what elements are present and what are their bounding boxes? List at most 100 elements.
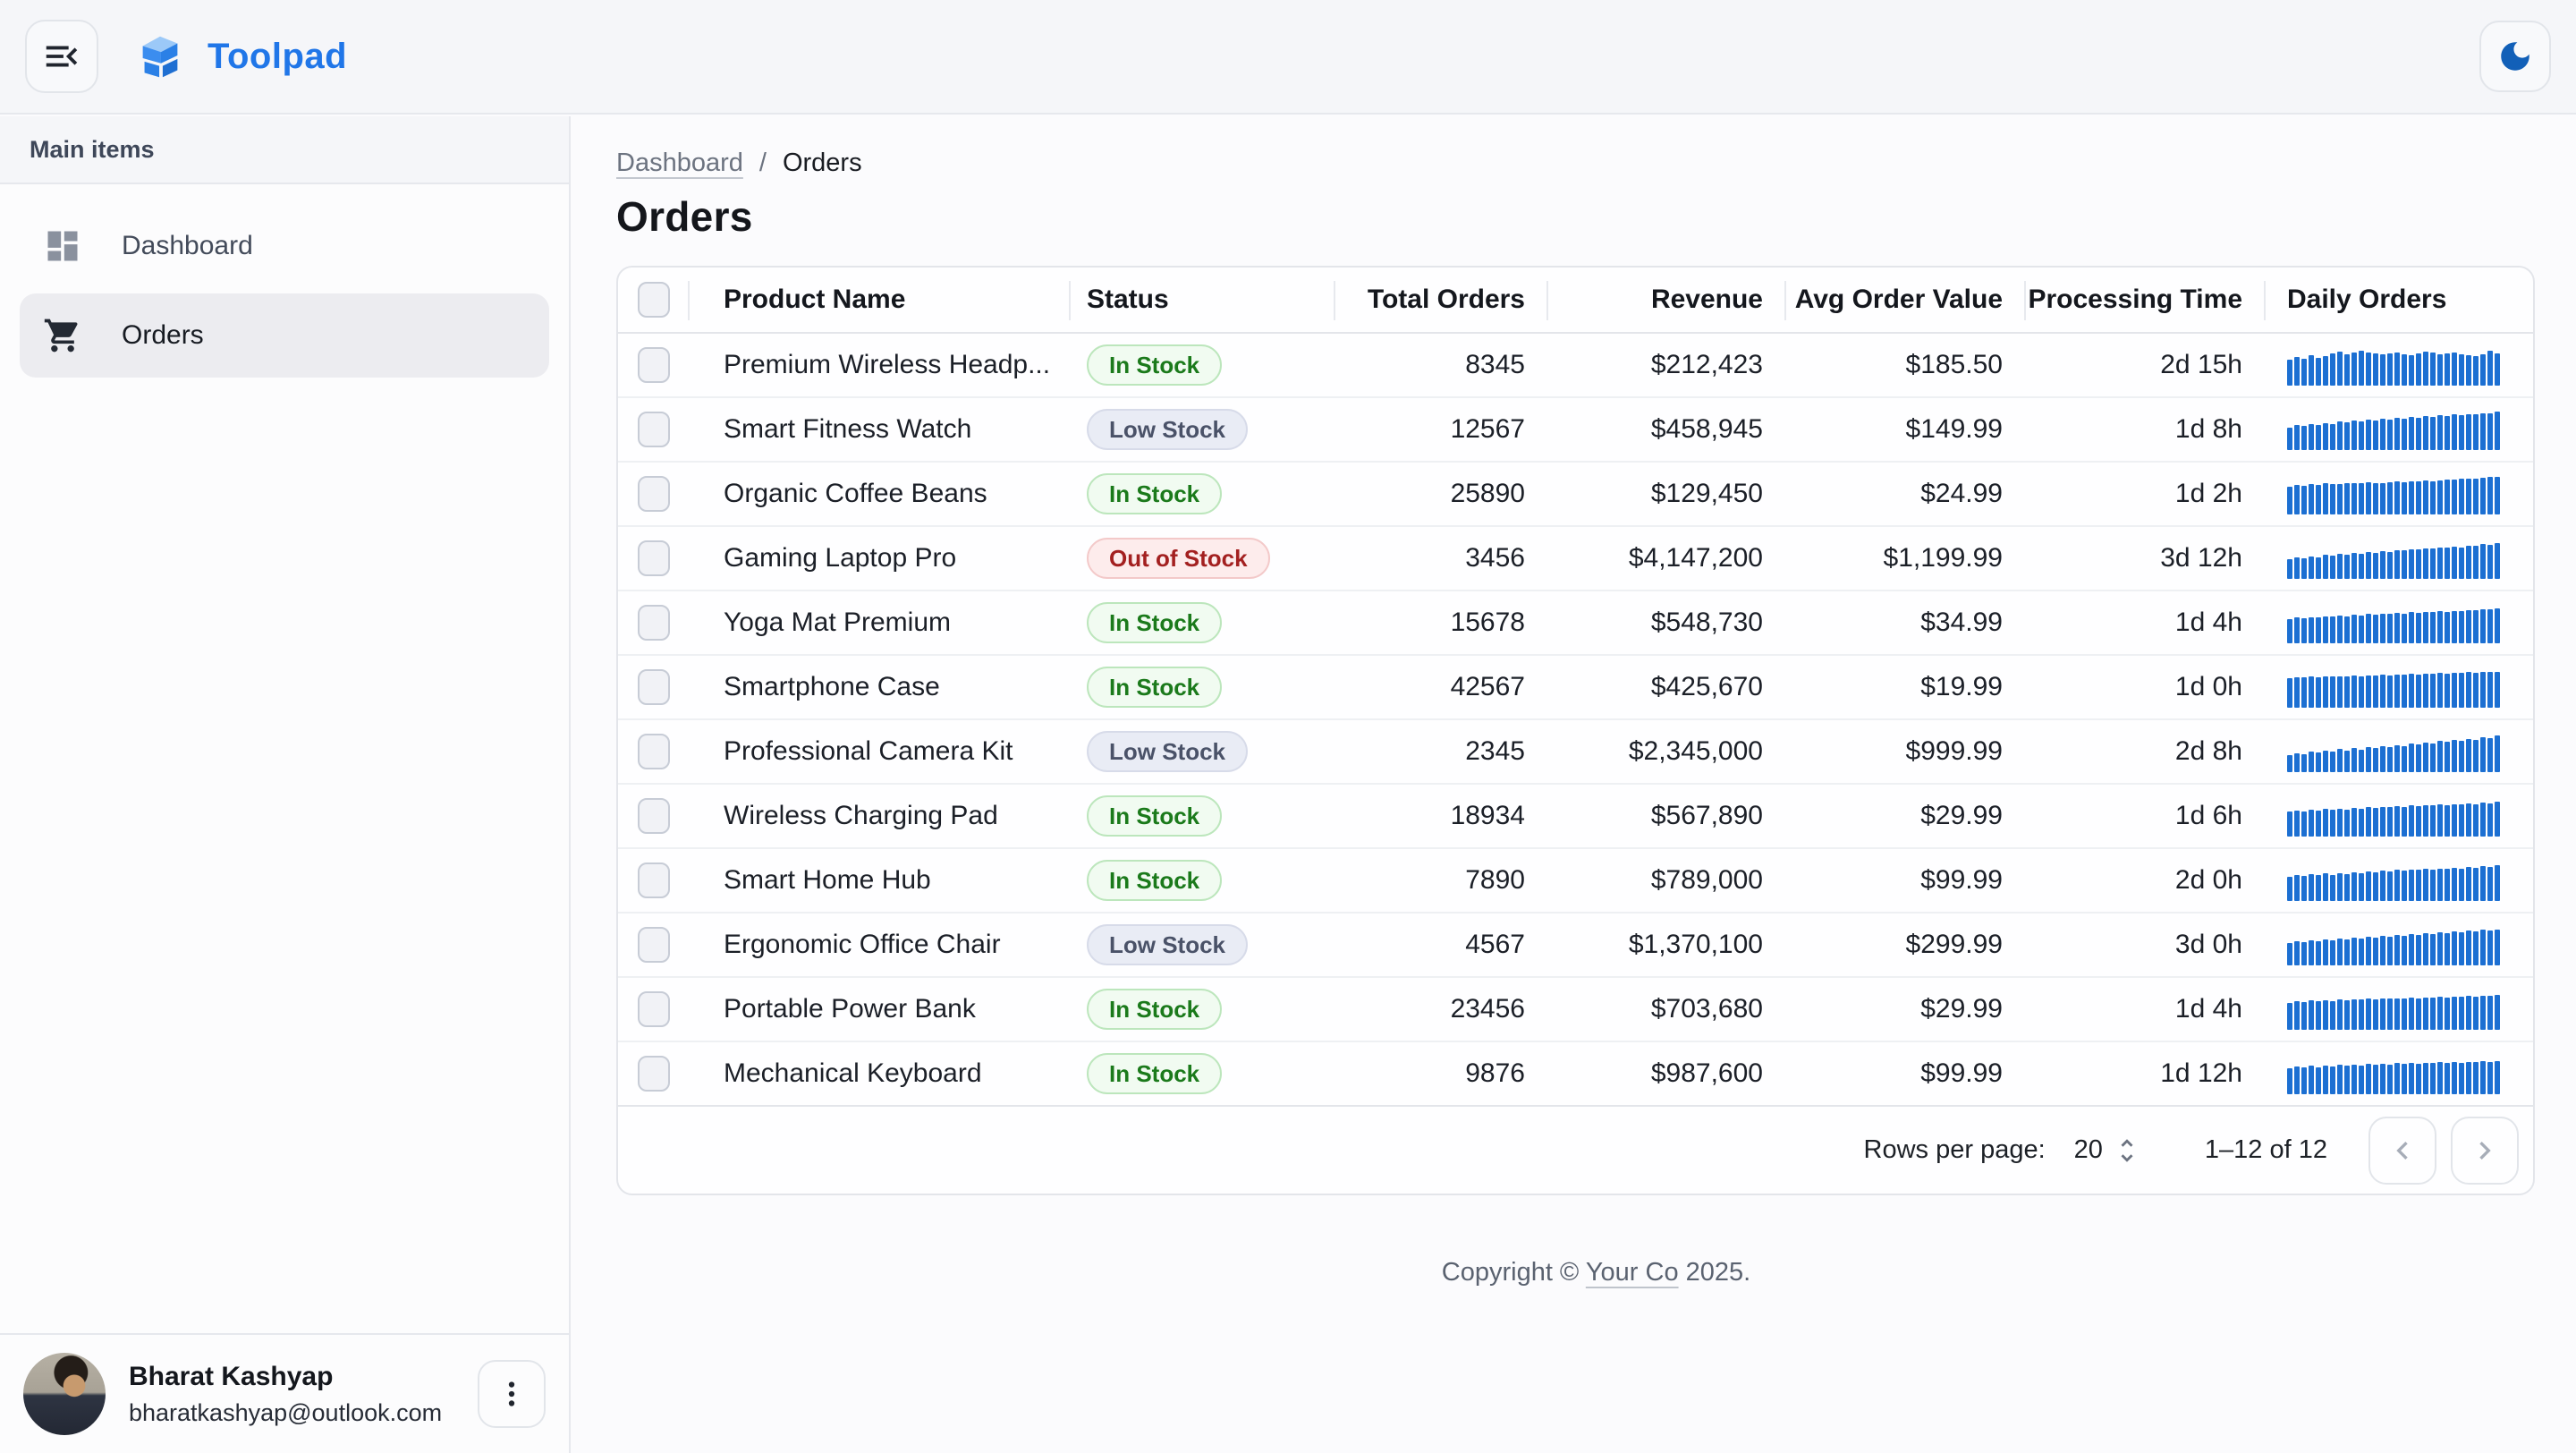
table-row[interactable]: Portable Power Bank In Stock 23456 $703,680… [618,978,2533,1042]
column-header-processing_time[interactable]: Processing Time [2026,268,2266,332]
row-checkbox-cell [618,991,690,1027]
cell-product-name: Professional Camera Kit [724,736,1013,766]
row-checkbox[interactable] [638,734,670,769]
cell-total-orders: 25890 [1450,479,1525,508]
row-checkbox-cell [618,605,690,641]
header-checkbox-cell [618,268,690,332]
table-row[interactable]: Ergonomic Office Chair Low Stock 4567 $1,37… [618,913,2533,978]
dark-mode-toggle[interactable] [2479,21,2551,92]
sidebar-item-orders[interactable]: Orders [20,293,549,378]
cell-total-orders: 9876 [1465,1058,1525,1088]
breadcrumb: Dashboard / Orders [616,149,2576,178]
column-header-status[interactable]: Status [1071,268,1335,332]
table-row[interactable]: Gaming Laptop Pro Out of Stock 3456 $4,147,… [618,527,2533,591]
row-checkbox[interactable] [638,862,670,898]
table-row[interactable]: Wireless Charging Pad In Stock 18934 $567,8… [618,785,2533,849]
table-row[interactable]: Yoga Mat Premium In Stock 15678 $548,730 $34… [618,591,2533,656]
cell-revenue: $2,345,000 [1628,736,1763,766]
cell-total-orders: 3456 [1465,543,1525,573]
row-checkbox[interactable] [638,1056,670,1092]
cell-processing-time: 2d 0h [2174,865,2242,895]
page-title: Orders [616,193,753,240]
cell-total-orders: 8345 [1465,350,1525,379]
cell-daily-orders [2266,924,2533,965]
column-header-total_orders[interactable]: Total Orders [1335,268,1548,332]
menu-open-icon [41,36,82,77]
row-checkbox[interactable] [638,540,670,576]
column-header-product[interactable]: Product Name [690,268,1071,332]
rows-per-page-select[interactable]: 20 [2074,1135,2142,1166]
column-header-avg_order_value[interactable]: Avg Order Value [1786,268,2026,332]
row-checkbox-cell [618,927,690,963]
cell-avg-order-value: $19.99 [1920,672,2003,701]
app-bar: Toolpad [0,0,2576,115]
breadcrumb-link-dashboard[interactable]: Dashboard [616,149,743,177]
table-row[interactable]: Professional Camera Kit Low Stock 2345 $2,3… [618,720,2533,785]
select-all-checkbox[interactable] [638,282,670,318]
status-badge: Low Stock [1087,409,1249,450]
dashboard-icon [43,226,82,266]
table-row[interactable]: Organic Coffee Beans In Stock 25890 $129,45… [618,463,2533,527]
row-checkbox[interactable] [638,412,670,447]
row-checkbox[interactable] [638,605,670,641]
status-badge: In Stock [1087,473,1223,514]
column-header-revenue[interactable]: Revenue [1548,268,1786,332]
cell-revenue: $548,730 [1650,608,1763,637]
column-header-label: Product Name [724,285,906,314]
cell-avg-order-value: $99.99 [1920,1058,2003,1088]
status-badge: In Stock [1087,667,1223,708]
row-checkbox[interactable] [638,927,670,963]
cell-processing-time: 1d 12h [2160,1058,2242,1088]
shopping-cart-icon [43,316,82,355]
row-checkbox[interactable] [638,991,670,1027]
daily-orders-sparkline [2287,924,2508,965]
cell-daily-orders [2266,989,2533,1030]
cell-processing-time: 3d 12h [2160,543,2242,573]
copyright-suffix: 2025. [1678,1258,1751,1287]
cell-daily-orders [2266,1053,2533,1094]
chevron-left-icon [2385,1133,2420,1168]
daily-orders-sparkline [2287,860,2508,901]
toolpad-logo [132,29,188,84]
row-checkbox[interactable] [638,798,670,834]
table-row[interactable]: Mechanical Keyboard In Stock 9876 $987,600 $… [618,1042,2533,1107]
cell-processing-time: 1d 4h [2174,994,2242,1024]
cell-product-name: Smartphone Case [724,672,940,701]
table-pagination: Rows per page: 20 1–12 of 12 [618,1107,2533,1194]
table-row[interactable]: Premium Wireless Headp... In Stock 8345 $21… [618,334,2533,398]
table-body: Premium Wireless Headp... In Stock 8345 $21… [618,334,2533,1107]
cell-product-name: Portable Power Bank [724,994,976,1024]
table-row[interactable]: Smart Fitness Watch Low Stock 12567 $458,94… [618,398,2533,463]
rows-per-page-label: Rows per page: [1863,1135,2046,1164]
collapse-menu-button[interactable] [25,20,98,93]
cell-revenue: $703,680 [1650,994,1763,1024]
table-row[interactable]: Smart Home Hub In Stock 7890 $789,000 $99.99… [618,849,2533,913]
user-account-area: Bharat Kashyap bharatkashyap@outlook.com [0,1333,569,1453]
row-checkbox[interactable] [638,347,670,383]
previous-page-button[interactable] [2368,1116,2436,1185]
cell-avg-order-value: $99.99 [1920,865,2003,895]
row-checkbox-cell [618,347,690,383]
status-badge: In Stock [1087,344,1223,386]
row-checkbox-cell [618,1056,690,1092]
daily-orders-sparkline [2287,731,2508,772]
pagination-range: 1–12 of 12 [2204,1135,2327,1164]
copyright-company-link[interactable]: Your Co [1585,1258,1679,1287]
cell-daily-orders [2266,860,2533,901]
cell-revenue: $212,423 [1650,350,1763,379]
sidebar-item-dashboard[interactable]: Dashboard [20,204,549,288]
row-checkbox[interactable] [638,476,670,512]
column-header-daily_orders[interactable]: Daily Orders [2266,268,2533,332]
copyright-prefix: Copyright © [1441,1258,1586,1287]
cell-revenue: $425,670 [1650,672,1763,701]
table-row[interactable]: Smartphone Case In Stock 42567 $425,670 $19.… [618,656,2533,720]
status-badge: Low Stock [1087,924,1249,965]
cell-avg-order-value: $29.99 [1920,994,2003,1024]
cell-daily-orders [2266,731,2533,772]
row-checkbox[interactable] [638,669,670,705]
status-badge: In Stock [1087,602,1223,643]
cell-daily-orders [2266,344,2533,386]
user-menu-button[interactable] [478,1360,546,1428]
next-page-button[interactable] [2451,1116,2519,1185]
cell-status: Out of Stock [1071,538,1335,579]
